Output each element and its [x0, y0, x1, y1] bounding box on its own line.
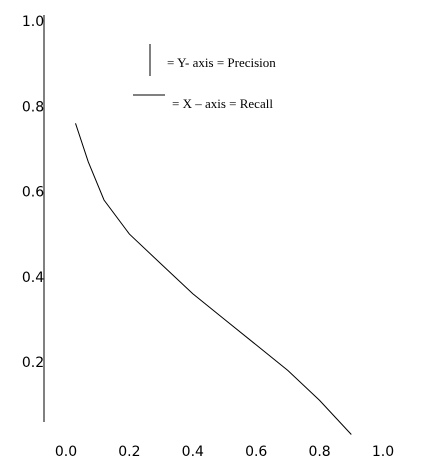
x-tick-label: 0.4 [182, 444, 204, 460]
x-tick-label: 0.2 [118, 444, 140, 460]
x-tick-label: 1.0 [372, 444, 394, 460]
x-tick-label: 0.6 [245, 444, 267, 460]
legend: = Y- axis = Precision = X – axis = Recal… [133, 44, 276, 111]
legend-y-entry: = Y- axis = Precision [167, 55, 276, 70]
legend-x-entry: = X – axis = Recall [172, 96, 273, 111]
y-tick-label: 0.6 [22, 185, 44, 201]
y-tick-label: 0.4 [22, 270, 44, 286]
y-tick-label: 1.0 [22, 14, 44, 30]
x-tick-labels: 0.0 0.2 0.4 0.6 0.8 1.0 [55, 444, 394, 460]
y-tick-label: 0.8 [22, 99, 44, 115]
series-group [75, 123, 352, 435]
y-tick-labels: 0.2 0.4 0.6 0.8 1.0 [22, 14, 44, 371]
x-tick-label: 0.8 [308, 444, 330, 460]
x-tick-label: 0.0 [55, 444, 77, 460]
y-tick-label: 0.2 [22, 355, 44, 371]
precision-recall-series-line [75, 123, 352, 435]
